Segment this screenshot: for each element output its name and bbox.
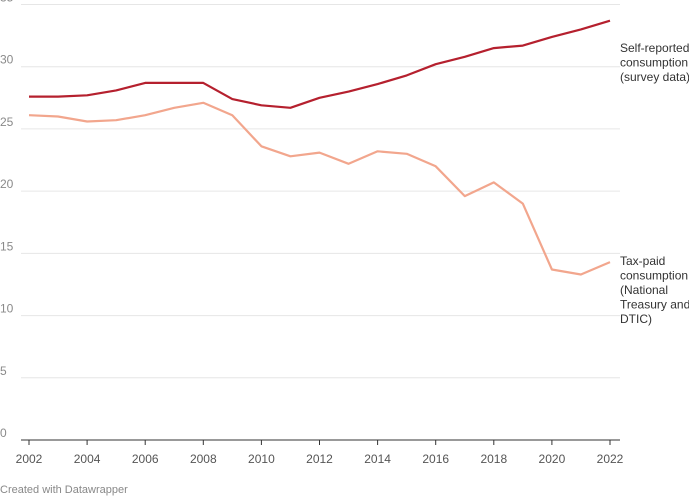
footer-credit: Created with Datawrapper: [0, 484, 128, 496]
series-label: consumption: [620, 56, 688, 70]
series-label: Tax-paid: [620, 254, 665, 268]
series-line-tax-paid: [28, 101, 611, 276]
series-line-self-reported: [29, 19, 611, 109]
x-tick-label: 2014: [364, 452, 391, 466]
series-label: (survey data): [620, 70, 689, 84]
line-chart: 0 5 10 15 20 25 30 35 2002 2004 2006 2008 2010 2012 20…: [0, 0, 689, 466]
x-tick-label: 2010: [248, 452, 275, 466]
x-tick-label: 2012: [306, 452, 333, 466]
x-tick-label: 2002: [16, 452, 43, 466]
series-label: consumption: [620, 269, 688, 283]
series-label: Treasury and: [620, 298, 689, 312]
y-tick-label: 0: [0, 426, 7, 440]
y-tick-label: 15: [0, 239, 14, 253]
series-label: Self-reported: [620, 41, 689, 55]
series-label: (National: [620, 283, 668, 297]
y-tick-label: 10: [0, 302, 14, 316]
x-tick-label: 2008: [190, 452, 217, 466]
y-tick-label: 25: [0, 115, 14, 129]
x-tick-label: 2022: [597, 452, 624, 466]
y-tick-label: 30: [0, 53, 14, 67]
x-tick-label: 2020: [539, 452, 566, 466]
y-tick-label: 35: [0, 0, 14, 5]
x-tick-label: 2016: [422, 452, 449, 466]
y-tick-label: 5: [0, 364, 7, 378]
series-label: DTIC): [620, 312, 652, 326]
y-tick-label: 20: [0, 177, 14, 191]
x-tick-label: 2006: [132, 452, 159, 466]
x-tick-label: 2004: [74, 452, 101, 466]
x-tick-label: 2018: [480, 452, 507, 466]
